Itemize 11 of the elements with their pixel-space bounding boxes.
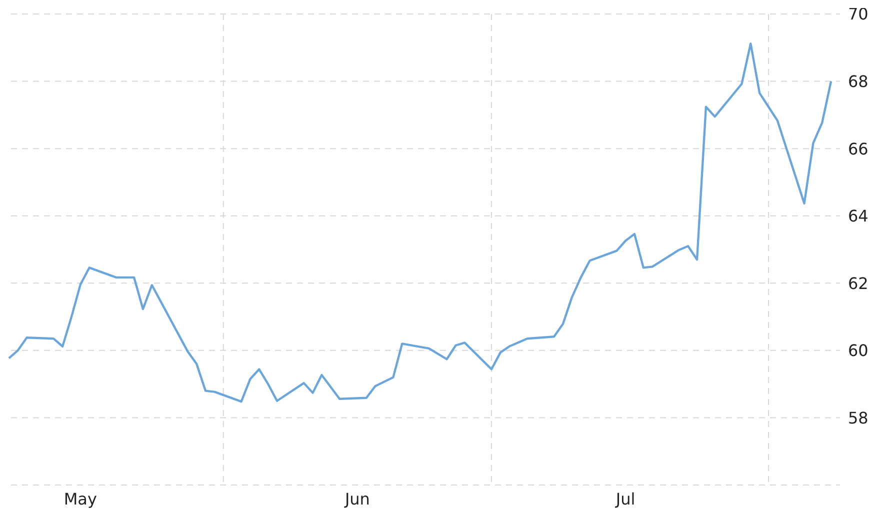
y-tick-label: 66	[848, 139, 868, 158]
y-tick-label: 68	[848, 72, 868, 91]
y-tick-label: 62	[848, 274, 868, 293]
x-tick-label: Jun	[344, 489, 370, 508]
x-tick-label: May	[64, 489, 97, 508]
x-tick-label: Jul	[614, 489, 636, 508]
y-tick-label: 64	[848, 206, 868, 226]
line-series	[8, 42, 832, 403]
y-tick-label: 60	[848, 341, 868, 360]
y-tick-label: 58	[848, 408, 868, 428]
y-tick-label: 70	[848, 4, 868, 24]
